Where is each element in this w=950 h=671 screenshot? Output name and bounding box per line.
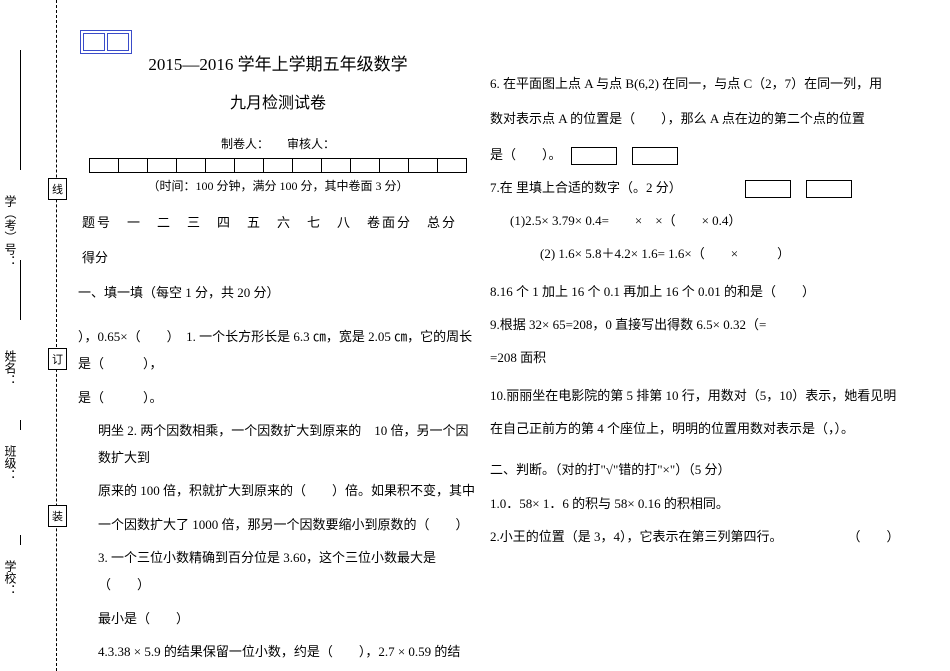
binding-ding: 订 [48,348,67,370]
q7-sub-2: (2) 1.6× 5.8＋4.2× 1.6= 1.6×（ × ） [490,240,950,267]
answer-box [806,180,852,198]
q9-line-a: 9.根据 32× 65=208，0 直接写出得数 6.5× 0.32（= [490,311,950,338]
judge-1: 1.0．58× 1．6 的积与 58× 0.16 的积相同。 [490,490,950,517]
margin-line [20,420,21,430]
q3-line-b: 最小是（ ） [78,605,478,632]
q10-line-b: 在自己正前方的第 4 个座位上，明明的位置用数对表示是（，）。 [490,415,950,442]
question-header-row: 题号 一 二 三 四 五 六 七 八 卷面分 总分 [78,212,478,231]
q6-line-c: 是（ ）。 [490,141,950,168]
makers-line: 制卷人： 审核人： [78,135,478,152]
judge-2: 2.小王的位置（是 3，4），它表示在第三列第四行。 （ ） [490,523,950,550]
q2-line-b: 原来的 100 倍，积就扩大到原来的（ ）倍。如果积不变，其中 [78,477,478,504]
q6c-text: 是（ ）。 [490,147,562,162]
score-grid [89,158,467,173]
score-label: 得分 [78,247,478,266]
margin-line [20,535,21,545]
section-1-title: 一、填一填（每空 1 分，共 20 分） [78,282,478,301]
binding-margin: 学校： 班级： 姓名： 学（考）号： [0,0,50,671]
q7-sub-1: (1)2.5× 3.79× 0.4= × ×（ × 0.4） [490,207,950,234]
margin-line [20,50,21,170]
name-label: 姓名： [2,350,19,386]
q7-text: 7.在 里填上合适的数字（。2 分） [490,180,682,195]
margin-line [20,260,21,320]
q9-line-b: =208 面积 [490,344,950,371]
q2-line-a: 明坐 2. 两个因数相乘，一个因数扩大到原来的 10 倍，另一个因数扩大到 [78,417,478,472]
binding-xian: 线 [48,178,67,200]
class-label: 班级： [2,445,19,481]
q2-line-c: 一个因数扩大了 1000 倍，那另一个因数要缩小到原数的（ ） [78,511,478,538]
q8-line: 8.16 个 1 加上 16 个 0.1 再加上 16 个 0.01 的和是（ … [490,278,950,305]
q10-line-a: 10.丽丽坐在电影院的第 5 排第 10 行，用数对（5，10）表示，她看见明 [490,382,950,409]
dash-line [56,0,57,671]
q3-line-a: 3. 一个三位小数精确到百分位是 3.60，这个三位小数最大是（ ） [78,544,478,599]
answer-box [745,180,791,198]
q4-line: 4.3.38 × 5.9 的结果保留一位小数，约是（ ），2.7 × 0.59 … [78,638,478,665]
id-label: 学（考）号： [2,195,19,267]
q6-line-b: 数对表示点 A 的位置是（ ），那么 A 点在边的第二个点的位置 [490,105,950,132]
q1-line: ），0.65×（ ） 1. 一个长方形长是 6.3 ㎝，宽是 2.05 ㎝，它的… [78,323,478,378]
q7-title: 7.在 里填上合适的数字（。2 分） [490,174,950,201]
timing-info: （时间：100 分钟，满分 100 分，其中卷面 3 分） [78,177,478,194]
main-title: 2015—2016 学年上学期五年级数学 [78,50,478,75]
answer-box [632,147,678,165]
answer-box [571,147,617,165]
left-column: 2015—2016 学年上学期五年级数学 九月检测试卷 制卷人： 审核人： （时… [78,50,478,671]
school-label: 学校： [2,560,19,596]
binding-zhuang: 装 [48,505,67,527]
right-column: 6. 在平面图上点 A 与点 B(6,2) 在同一，与点 C（2，7）在同一列，… [490,70,950,556]
section-2-title: 二、判断。（对的打"√"错的打"×"）（5 分） [490,456,950,483]
sub-title: 九月检测试卷 [78,89,478,113]
q1-line-b: 是（ ）。 [78,384,478,411]
q6-line-a: 6. 在平面图上点 A 与点 B(6,2) 在同一，与点 C（2，7）在同一列，… [490,70,950,97]
